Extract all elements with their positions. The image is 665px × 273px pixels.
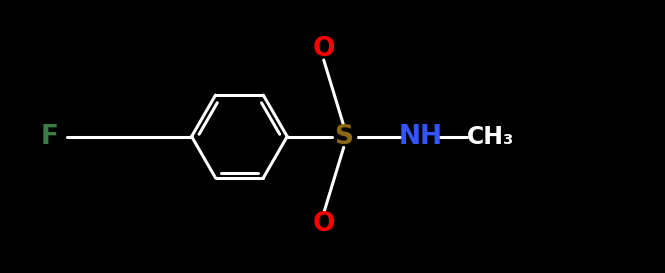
Text: CH₃: CH₃	[466, 124, 513, 149]
Text: O: O	[313, 36, 335, 62]
Text: NH: NH	[398, 123, 442, 150]
Text: F: F	[41, 123, 59, 150]
Text: O: O	[313, 211, 335, 237]
Text: S: S	[334, 123, 353, 150]
